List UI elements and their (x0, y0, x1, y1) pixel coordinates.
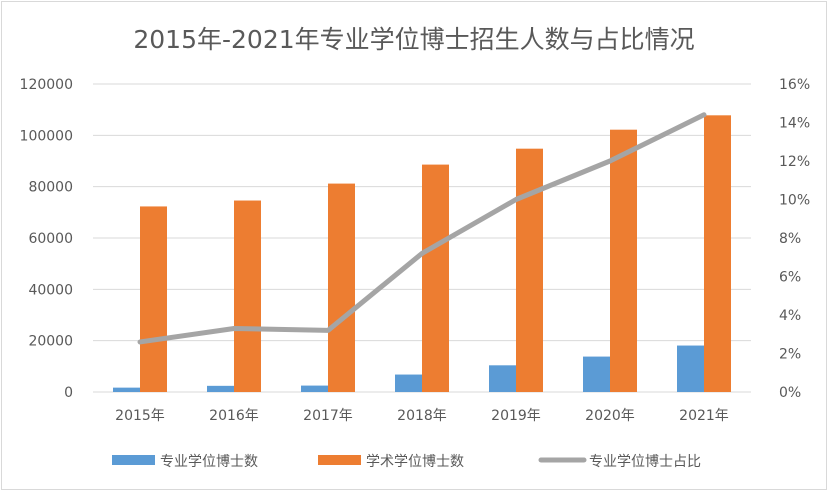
bar-professional (677, 346, 704, 392)
legend-label: 专业学位博士占比 (589, 453, 701, 470)
left-axis: 0 20000 40000 60000 80000 100000 120000 (20, 77, 73, 401)
right-tick-label: 2% (779, 347, 801, 363)
bar-academic (328, 184, 355, 392)
bar-academic (422, 165, 449, 392)
x-tick-label: 2017年 (303, 408, 353, 424)
chart-title: 2015年-2021年专业学位博士招生人数与占比情况 (133, 25, 694, 54)
left-tick-label: 60000 (28, 231, 73, 247)
right-tick-label: 14% (779, 116, 810, 132)
right-tick-label: 10% (779, 193, 810, 209)
legend-label: 专业学位博士数 (160, 453, 258, 470)
bar-academic (704, 115, 731, 392)
bar-professional (489, 365, 516, 392)
left-tick-label: 0 (64, 385, 73, 401)
x-tick-label: 2019年 (491, 408, 541, 424)
left-tick-label: 120000 (20, 77, 73, 93)
bar-professional (113, 388, 140, 392)
x-tick-label: 2016年 (209, 408, 259, 424)
left-tick-label: 80000 (28, 180, 73, 196)
bar-professional (301, 386, 328, 392)
right-tick-label: 12% (779, 154, 810, 170)
x-axis: 2015年 2016年 2017年 2018年 2019年 2020年 2021年 (115, 408, 729, 424)
right-tick-label: 8% (779, 231, 801, 247)
left-tick-label: 20000 (28, 334, 73, 350)
bar-academic (516, 149, 543, 392)
right-axis: 0% 2% 4% 6% 8% 10% 12% 14% 16% (779, 77, 810, 401)
bar-professional (395, 375, 422, 392)
x-tick-label: 2020年 (585, 408, 635, 424)
right-tick-label: 4% (779, 308, 801, 324)
legend-swatch-bar (318, 455, 361, 465)
legend: 专业学位博士数 学术学位博士数 专业学位博士占比 (112, 453, 701, 470)
legend-swatch-bar (112, 455, 155, 465)
bar-professional (583, 357, 610, 392)
x-tick-label: 2015年 (115, 408, 165, 424)
right-tick-label: 0% (779, 385, 801, 401)
bar-academic (234, 201, 261, 392)
x-tick-label: 2018年 (397, 408, 447, 424)
left-tick-label: 100000 (20, 128, 73, 144)
bar-academic (610, 130, 637, 392)
left-tick-label: 40000 (28, 282, 73, 298)
legend-label: 学术学位博士数 (366, 453, 464, 470)
bar-academic (140, 206, 167, 392)
x-tick-label: 2021年 (679, 408, 729, 424)
right-tick-label: 6% (779, 270, 801, 286)
right-tick-label: 16% (779, 77, 810, 93)
bar-professional (207, 386, 234, 392)
